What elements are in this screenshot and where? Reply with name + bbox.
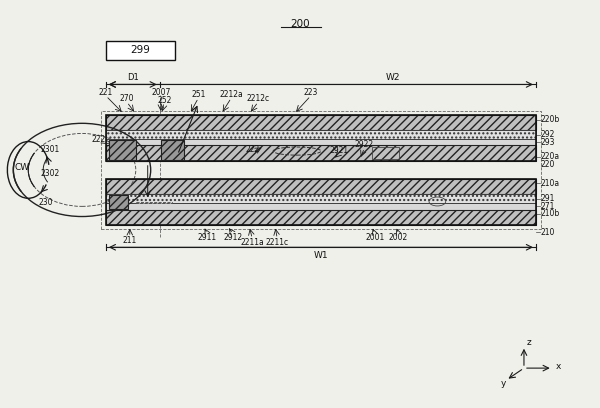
Text: 251: 251	[191, 90, 206, 99]
Bar	[106, 41, 175, 60]
Text: 222: 222	[245, 145, 259, 154]
Bar	[106, 145, 536, 161]
Bar	[106, 115, 536, 161]
Text: 2912: 2912	[224, 233, 242, 242]
Text: 210: 210	[541, 228, 555, 237]
Bar	[106, 115, 536, 130]
Text: 291: 291	[541, 194, 555, 204]
Text: 210a: 210a	[541, 179, 560, 188]
Bar	[106, 179, 536, 225]
Text: 2922: 2922	[355, 140, 374, 149]
Text: 220b: 220b	[541, 115, 560, 124]
Bar	[371, 147, 398, 159]
Bar	[109, 140, 136, 160]
Bar	[161, 140, 184, 160]
Text: 2007: 2007	[151, 88, 170, 97]
Text: 200: 200	[290, 19, 310, 29]
Text: 2212c: 2212c	[247, 94, 270, 103]
Text: 299: 299	[131, 45, 151, 55]
Text: D1: D1	[127, 73, 139, 82]
Text: 220: 220	[541, 160, 555, 169]
Text: 2211a: 2211a	[241, 237, 264, 246]
Text: 223: 223	[304, 88, 318, 97]
Text: 252: 252	[157, 96, 172, 105]
Bar	[106, 130, 536, 139]
Text: 2921: 2921	[329, 146, 349, 155]
Bar	[109, 195, 128, 209]
Text: 220a: 220a	[541, 152, 560, 161]
Text: 2001: 2001	[365, 233, 384, 242]
Text: 2211c: 2211c	[266, 237, 289, 246]
Text: 292: 292	[541, 130, 555, 139]
Bar	[101, 111, 541, 229]
Text: x: x	[556, 362, 561, 371]
Text: z: z	[527, 338, 532, 347]
Text: y: y	[500, 379, 506, 388]
Text: W2: W2	[385, 73, 400, 82]
Text: 270: 270	[119, 94, 134, 103]
Text: 230: 230	[39, 198, 53, 207]
Text: 210b: 210b	[541, 209, 560, 218]
Text: 2911: 2911	[198, 233, 217, 242]
Text: 221: 221	[99, 88, 113, 97]
Text: 211: 211	[122, 236, 137, 245]
Bar	[136, 202, 172, 203]
Text: 271: 271	[541, 202, 555, 211]
Text: 2302: 2302	[41, 169, 60, 178]
Text: 293: 293	[541, 138, 555, 147]
Text: 2002: 2002	[389, 233, 408, 242]
Text: W1: W1	[314, 251, 328, 260]
Bar	[106, 139, 536, 145]
Bar	[106, 179, 536, 195]
Bar	[106, 203, 536, 210]
Text: 2212a: 2212a	[220, 90, 243, 99]
Bar	[106, 210, 536, 225]
Text: CW: CW	[14, 163, 29, 173]
Text: 222: 222	[91, 135, 105, 144]
Bar	[106, 195, 536, 203]
Text: 2301: 2301	[41, 145, 60, 154]
